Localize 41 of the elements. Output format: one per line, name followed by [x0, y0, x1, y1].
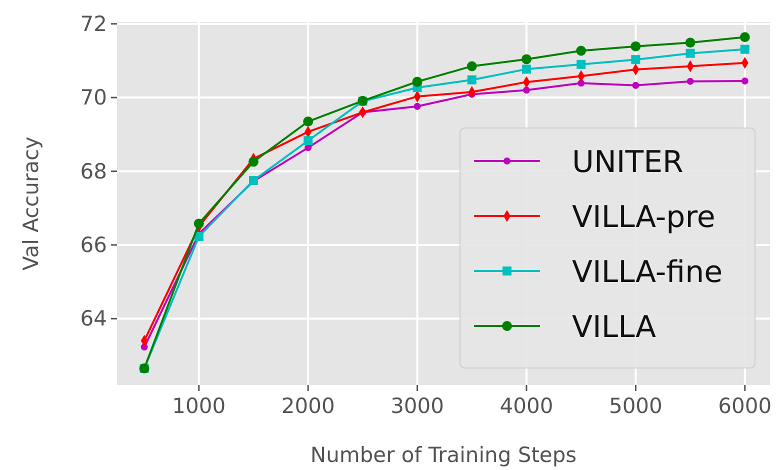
y-tick-label: 68 — [80, 159, 107, 184]
point — [303, 116, 314, 127]
point — [522, 64, 531, 74]
x-tick-label: 3000 — [390, 394, 444, 418]
y-tick-label: 72 — [80, 12, 107, 36]
point — [248, 156, 258, 167]
x-axis-title: Number of Training Steps — [310, 443, 577, 467]
legend-label: VILLA-pre — [572, 200, 716, 235]
point — [576, 60, 586, 69]
point — [576, 46, 586, 56]
point — [686, 48, 695, 58]
point — [741, 77, 748, 84]
legend-label: VILLA — [572, 310, 656, 345]
y-tick-label: 66 — [80, 232, 107, 257]
y-axis-title: Val Accuracy — [19, 136, 43, 270]
x-tick-label: 5000 — [608, 394, 662, 418]
legend-label: UNITER — [572, 145, 684, 180]
x-tick-label: 2000 — [281, 394, 335, 418]
point — [194, 232, 204, 241]
point — [686, 78, 694, 85]
point — [521, 54, 532, 64]
legend-label: VILLA-fine — [572, 255, 723, 290]
point — [466, 61, 477, 72]
point — [194, 218, 204, 229]
point — [412, 76, 422, 87]
point — [304, 136, 313, 146]
point — [630, 41, 641, 52]
x-tick-label: 6000 — [718, 394, 772, 418]
x-tick-label: 1000 — [172, 394, 226, 418]
point — [632, 82, 640, 89]
point — [631, 55, 640, 64]
x-tick-label: 4000 — [500, 394, 554, 418]
point — [304, 144, 312, 152]
point — [685, 38, 696, 48]
point — [522, 86, 530, 94]
point — [414, 102, 421, 110]
point — [740, 32, 750, 42]
y-tick-label: 64 — [80, 306, 107, 331]
point — [740, 44, 750, 54]
y-tick-label: 70 — [80, 86, 107, 110]
point — [467, 75, 476, 84]
